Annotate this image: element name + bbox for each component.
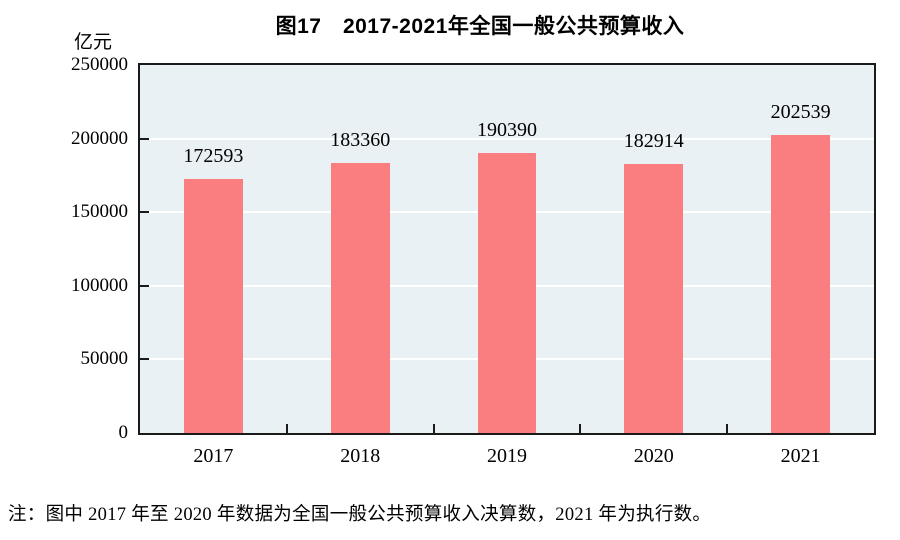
bar-value-label: 172593: [183, 144, 244, 167]
bar-2020: [624, 163, 684, 433]
x-axis-tick: [726, 424, 729, 433]
y-axis-tick-label: 250000: [71, 54, 128, 75]
y-axis-tick-label: 100000: [71, 274, 128, 296]
x-axis-tick-label: 2021: [780, 445, 821, 467]
plot-area: 172593 183360 190390 182914 202539: [138, 63, 876, 435]
bar-2021: [771, 134, 830, 433]
y-axis-tick: [140, 137, 149, 140]
x-axis-tick-label: 2019: [487, 445, 527, 467]
y-axis-tick: [140, 284, 149, 287]
x-axis-tick-label: 2018: [340, 445, 381, 467]
y-axis-unit-label: 亿元: [73, 32, 112, 53]
x-axis-tick-label: 2020: [633, 445, 674, 467]
y-axis-tick-label: 0: [118, 422, 129, 443]
gridline: [140, 137, 874, 140]
y-axis-tick-label: 50000: [80, 348, 129, 370]
x-axis-tick-label: 2017: [193, 445, 234, 467]
bar-2017: [184, 178, 243, 433]
bar-2018: [330, 163, 390, 433]
footnote: 注：图中 2017 年至 2020 年数据为全国一般公共预算收入决算数，2021…: [8, 505, 712, 525]
x-axis-tick: [285, 424, 288, 433]
y-axis-tick-label: 200000: [71, 127, 128, 149]
bar-2019: [477, 152, 537, 433]
bar-value-label: 190390: [477, 118, 537, 141]
y-axis-tick-label: 150000: [71, 201, 128, 223]
bar-value-label: 182914: [623, 129, 684, 152]
bar-value-label: 183360: [330, 129, 391, 152]
y-axis-tick: [140, 211, 149, 214]
y-axis-tick: [140, 358, 149, 361]
bar-value-label: 202539: [770, 100, 831, 123]
x-axis-tick: [579, 424, 582, 433]
x-axis-tick: [432, 424, 435, 433]
chart-title: 图17 2017-2021年全国一般公共预算收入: [275, 15, 685, 38]
